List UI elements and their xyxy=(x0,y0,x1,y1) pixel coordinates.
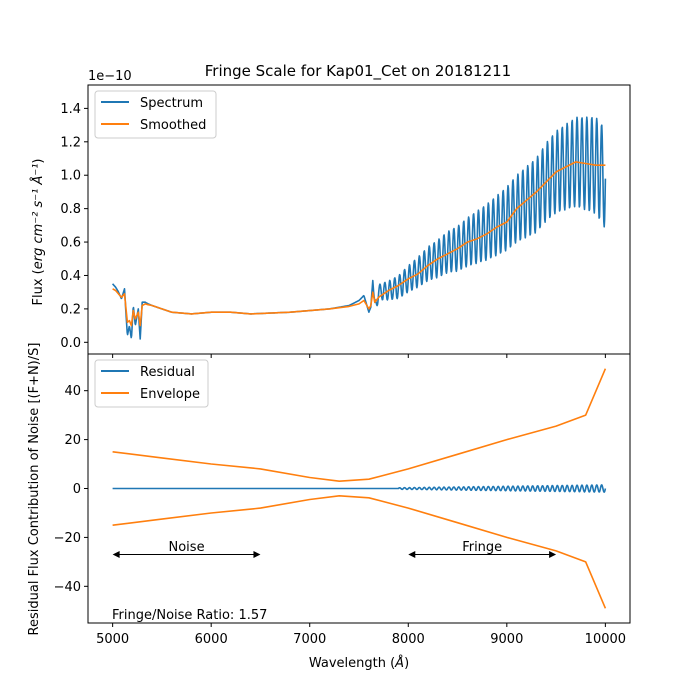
y-tick-label: 0 xyxy=(73,482,81,497)
residual-y-axis-label: Residual Flux Contribution of Noise [(F+… xyxy=(27,343,42,636)
series-spectrum xyxy=(111,116,607,340)
x-tick-label: 5000 xyxy=(96,632,129,647)
legend-label-spectrum: Spectrum xyxy=(140,96,203,111)
x-tick-label: 8000 xyxy=(392,632,425,647)
spectrum-panel: 0.0 0.2 0.4 0.6 0.8 1.0 1.2 1.4 Flux (erg cm⁻² … xyxy=(30,84,631,358)
y-tick-label: 0.4 xyxy=(60,269,81,284)
noise-arrow-right-head xyxy=(253,551,261,559)
x-axis-label: Wavelength (Å) xyxy=(309,655,409,671)
y-tick-label: 20 xyxy=(64,433,81,448)
y-tick-label: 1.0 xyxy=(60,169,81,184)
spectrum-y-axis-label: Flux (erg cm⁻² s⁻¹ Å⁻¹) xyxy=(30,158,46,305)
x-tick-label: 10000 xyxy=(585,632,626,647)
fringe-annotation-label: Fringe xyxy=(462,540,502,555)
legend-label-envelope: Envelope xyxy=(140,387,200,402)
x-tick-label: 7000 xyxy=(293,632,326,647)
noise-annotation-label: Noise xyxy=(169,540,205,555)
y-tick-label: 1.4 xyxy=(60,102,81,117)
series-envelope-lower xyxy=(112,494,607,609)
y-tick-label: 0.0 xyxy=(60,336,81,351)
y-tick-label: −20 xyxy=(54,531,81,546)
offset-text: 1e−10 xyxy=(88,69,132,84)
x-tick-label: 6000 xyxy=(195,632,228,647)
residual-legend: Residual Envelope xyxy=(94,359,209,408)
y-tick-label: 40 xyxy=(64,384,81,399)
fringe-arrow-right-head xyxy=(549,551,557,559)
y-tick-label: 0.6 xyxy=(60,236,81,251)
spectrum-legend: Spectrum Smoothed xyxy=(94,90,217,139)
residual-axes-frame xyxy=(87,353,631,624)
fringe-noise-ratio: Fringe/Noise Ratio: 1.57 xyxy=(112,608,267,623)
noise-arrow-left-head xyxy=(112,551,120,559)
legend-label-smoothed: Smoothed xyxy=(140,118,206,133)
series-envelope xyxy=(112,368,607,483)
residual-panel: −40 −20 0 20 40 5000 6000 7000 8000 9000 10000 Res… xyxy=(27,343,631,671)
legend-label-residual: Residual xyxy=(140,365,195,380)
y-tick-label: −40 xyxy=(54,580,81,595)
fringe-arrow-left-head xyxy=(408,551,416,559)
chart-title: Fringe Scale for Kap01_Cet on 20181211 xyxy=(205,62,511,81)
x-tick-label: 9000 xyxy=(490,632,523,647)
series-residual xyxy=(112,484,607,493)
series-smoothed xyxy=(112,161,606,327)
y-tick-label: 0.2 xyxy=(60,302,81,317)
y-tick-label: 1.2 xyxy=(60,135,81,150)
y-tick-label: 0.8 xyxy=(60,202,81,217)
